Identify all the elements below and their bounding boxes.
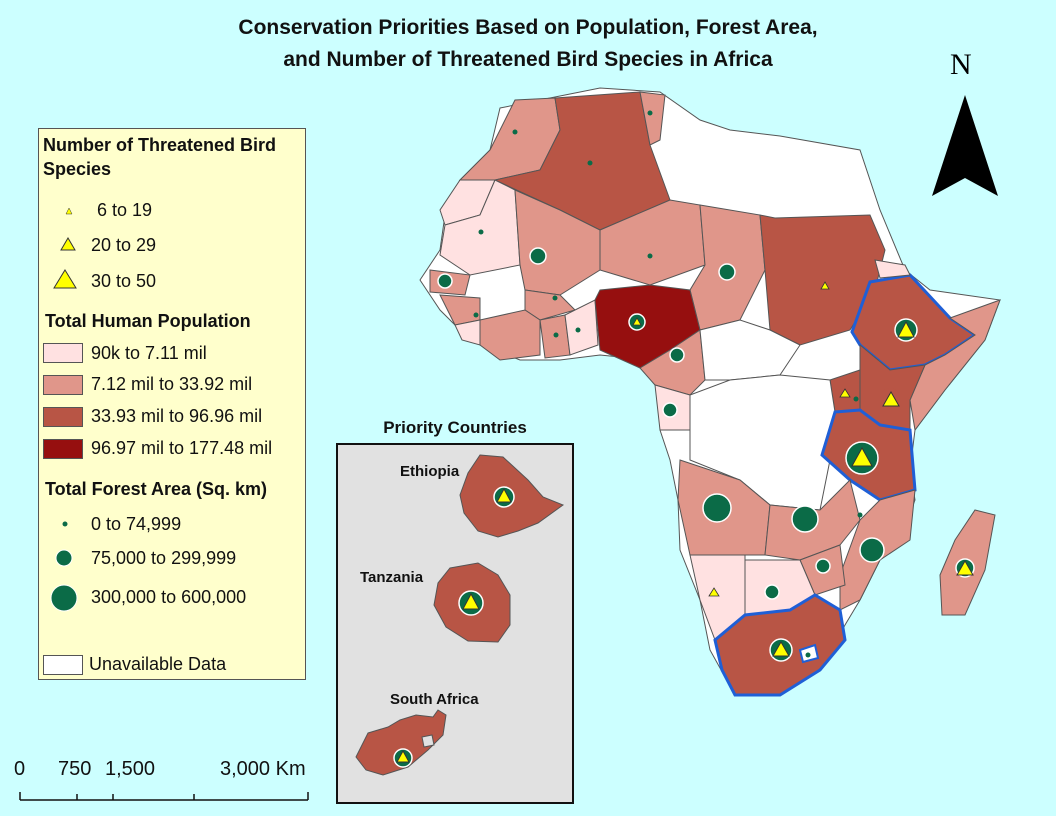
bird-symbol	[851, 446, 873, 467]
bird-symbol	[956, 559, 974, 576]
population-swatch	[43, 343, 83, 363]
forest-symbol-small	[647, 253, 653, 259]
north-label: N	[950, 48, 972, 81]
legend-forest-item: 75,000 to 299,999	[91, 548, 237, 568]
inset-panel: Ethiopia Tanzania South Africa	[336, 443, 574, 804]
north-arrow-icon	[932, 95, 998, 196]
bird-symbol	[820, 281, 830, 290]
population-swatch	[43, 375, 83, 395]
inset-lesotho	[421, 734, 435, 748]
scale-label: 1,500	[105, 758, 156, 780]
forest-symbol	[791, 505, 819, 533]
forest-small-icon	[62, 521, 68, 527]
population-swatch	[43, 407, 83, 427]
legend-population-heading: Total Human Population	[45, 311, 251, 331]
map-title-line1: Conservation Priorities Based on Populat…	[238, 16, 818, 39]
country-mali	[514, 189, 601, 296]
forest-symbol	[437, 273, 453, 289]
forest-symbol	[815, 558, 831, 574]
forest-symbol	[669, 347, 685, 363]
forest-medium-icon	[55, 549, 73, 567]
legend-forest-heading: Total Forest Area (Sq. km)	[45, 479, 268, 499]
forest-symbol	[662, 402, 678, 418]
scale-bar	[19, 792, 309, 801]
forest-symbol-small	[587, 160, 593, 166]
map-title-line2: and Number of Threatened Bird Species in…	[283, 48, 773, 71]
bird-symbol	[708, 587, 720, 597]
legend-population-item: 90k to 7.11 mil	[91, 343, 207, 363]
scale-label: 750	[58, 758, 92, 780]
legend-birds-item: 6 to 19	[97, 200, 153, 220]
map-legend: Number of Threatened Bird Species 6 to 1…	[38, 128, 306, 680]
country-tunisia	[639, 91, 666, 146]
population-swatch	[43, 439, 83, 459]
bird-small-icon	[65, 207, 73, 215]
forest-symbol	[764, 584, 780, 600]
bird-symbol	[772, 640, 790, 657]
inset-title: Priority Countries	[383, 418, 527, 437]
forest-symbol	[702, 493, 732, 523]
forest-symbol-small	[853, 396, 859, 402]
country-eritrea	[874, 259, 911, 279]
inset-label-south-africa: South Africa	[390, 691, 479, 708]
bird-symbols	[632, 281, 974, 657]
legend-unavailable: Unavailable Data	[89, 654, 227, 674]
forest-symbol-small	[647, 110, 653, 116]
unavailable-swatch	[43, 655, 83, 675]
country-drc	[689, 374, 836, 511]
legend-forest-item: 300,000 to 600,000	[91, 587, 247, 607]
inset-label-tanzania: Tanzania	[360, 569, 424, 586]
bird-symbol	[632, 317, 642, 326]
legend-birds-item: 30 to 50	[91, 271, 157, 291]
forest-symbol	[529, 247, 547, 265]
inset-map	[355, 454, 565, 776]
bird-symbol	[396, 749, 410, 763]
scale-label: 3,000 Km	[220, 758, 306, 780]
country-somalia	[909, 299, 1001, 432]
country-car	[699, 319, 801, 381]
forest-large-icon	[50, 584, 78, 612]
country-sudan	[759, 214, 886, 346]
inset-label-ethiopia: Ethiopia	[400, 463, 460, 480]
country-togo-benin	[564, 299, 599, 356]
forest-symbol-small	[857, 512, 863, 518]
legend-population-item: 7.12 mil to 33.92 mil	[91, 374, 253, 394]
forest-symbol-small	[575, 327, 581, 333]
legend-population-item: 96.97 mil to 177.48 mil	[91, 438, 273, 458]
forest-symbol-small	[473, 312, 479, 318]
legend-birds-heading: Number of Threatened Bird Species	[43, 135, 277, 179]
forest-symbol	[718, 263, 736, 281]
bird-large-icon	[53, 269, 77, 289]
country-sierra-leone	[454, 319, 481, 346]
legend-population-item: 33.93 mil to 96.96 mil	[91, 406, 263, 426]
forest-symbol-small	[552, 295, 558, 301]
scale-label: 0	[14, 758, 26, 780]
bird-symbol	[897, 320, 915, 338]
country-burkina-faso	[524, 289, 576, 321]
legend-birds-item: 20 to 29	[91, 235, 157, 255]
inset-south-africa	[355, 709, 447, 776]
bird-symbol	[882, 390, 900, 407]
forest-symbol-small	[478, 229, 484, 235]
bird-medium-icon	[60, 237, 76, 251]
forest-symbol-small	[553, 332, 559, 338]
country-cote-divoire	[479, 309, 541, 361]
forest-symbol	[859, 537, 885, 563]
bird-symbol	[839, 388, 851, 398]
bird-symbol	[496, 487, 512, 503]
forest-symbol-small	[805, 652, 811, 658]
forest-symbol-small	[512, 129, 518, 135]
legend-forest-item: 0 to 74,999	[91, 514, 182, 534]
bird-symbol	[462, 592, 480, 610]
